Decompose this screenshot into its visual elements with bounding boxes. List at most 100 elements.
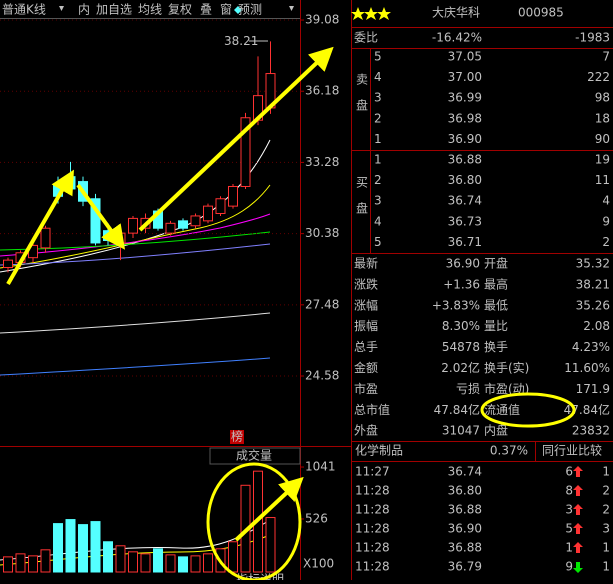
stat-label: 市盈 bbox=[354, 381, 378, 396]
toolbar-item[interactable]: 内 bbox=[78, 3, 90, 17]
y-tick-label: 526 bbox=[305, 511, 328, 525]
y-tick-label: 1041 bbox=[305, 460, 336, 474]
volume-bar bbox=[40, 549, 51, 573]
level: 4 bbox=[374, 214, 382, 228]
trade-price: 36.88 bbox=[448, 503, 482, 517]
price: 36.99 bbox=[448, 91, 482, 105]
stat-label: 量比 bbox=[484, 319, 508, 333]
stat-value: 亏损 bbox=[456, 382, 480, 396]
volume-bar bbox=[28, 555, 38, 573]
stock-code: 000985 bbox=[518, 6, 564, 20]
stat-label: 总手 bbox=[354, 340, 378, 354]
candle-body bbox=[128, 217, 138, 234]
stat-value: 47.84亿 bbox=[564, 402, 610, 417]
candle-body bbox=[240, 117, 251, 187]
y-tick-label: 33.28 bbox=[305, 155, 339, 169]
industry-pct: 0.37% bbox=[490, 444, 528, 458]
trade-count: 1 bbox=[602, 541, 610, 555]
stat-value: 36.90 bbox=[446, 257, 480, 271]
volume-title: 成交量 bbox=[236, 448, 272, 463]
price: 36.73 bbox=[448, 214, 482, 228]
volume-unit: X100 bbox=[303, 557, 334, 571]
volume-bar bbox=[78, 524, 88, 573]
stat-label: 涨跌 bbox=[354, 276, 378, 291]
order-volume: 222 bbox=[587, 70, 610, 84]
trade-price: 36.90 bbox=[448, 522, 482, 536]
stat-value: 171.9 bbox=[576, 382, 610, 396]
stat-value: 11.60% bbox=[564, 361, 610, 375]
trade-price: 36.74 bbox=[448, 465, 482, 479]
trade-count: 3 bbox=[602, 522, 610, 536]
stat-label: 金额 bbox=[354, 360, 378, 375]
candle-body bbox=[203, 205, 213, 222]
toolbar-item[interactable]: 均线 bbox=[138, 3, 162, 17]
order-volume: 7 bbox=[602, 50, 610, 64]
trade-arrow bbox=[573, 466, 583, 477]
stat-value: 8.30% bbox=[442, 319, 480, 333]
volume-bar bbox=[3, 556, 13, 573]
trade-arrow bbox=[573, 504, 583, 515]
stat-value: 23832 bbox=[572, 424, 610, 438]
price: 36.90 bbox=[448, 132, 482, 146]
trade-price: 36.79 bbox=[448, 560, 482, 574]
candle-body bbox=[215, 198, 226, 214]
price: 36.88 bbox=[448, 153, 482, 167]
volume-bar bbox=[203, 553, 213, 573]
order-volume: 98 bbox=[595, 91, 610, 105]
volume-bar bbox=[140, 553, 151, 573]
trade-count: 2 bbox=[602, 503, 610, 517]
volume-bar bbox=[115, 545, 126, 573]
volume-bar bbox=[90, 521, 101, 573]
side-label: 买盘 bbox=[355, 176, 369, 228]
level: 3 bbox=[374, 91, 382, 105]
trade-count: 1 bbox=[602, 560, 610, 574]
level: 1 bbox=[374, 153, 382, 167]
y-tick-label: 36.18 bbox=[305, 84, 339, 98]
toolbar bbox=[0, 0, 300, 18]
toolbar-item[interactable]: 加自选 bbox=[96, 3, 132, 17]
stat-value: +1.36 bbox=[443, 277, 480, 291]
stat-value: 2.02亿 bbox=[441, 360, 480, 375]
toolbar-item[interactable]: 叠 bbox=[200, 3, 212, 17]
toolbar-item[interactable]: 复权 bbox=[168, 3, 192, 17]
trade-count: 2 bbox=[602, 484, 610, 498]
trade-price: 36.88 bbox=[448, 541, 482, 555]
candle-body bbox=[90, 198, 101, 244]
industry-compare[interactable]: 同行业比较 bbox=[542, 443, 602, 458]
trade-volume: 9 bbox=[565, 560, 573, 574]
stat-label: 换手 bbox=[484, 340, 508, 354]
volume-bar bbox=[178, 556, 188, 573]
stat-value: 4.23% bbox=[572, 340, 610, 354]
toolbar-item[interactable]: 窗 bbox=[220, 3, 232, 17]
trade-price: 36.80 bbox=[448, 484, 482, 498]
volume-bar bbox=[165, 554, 176, 573]
candle-body bbox=[165, 222, 176, 234]
trade-arrow bbox=[573, 562, 583, 573]
price: 36.98 bbox=[448, 111, 482, 125]
toolbar-item[interactable]: 普通K线 bbox=[2, 3, 46, 17]
trade-time: 11:28 bbox=[355, 484, 390, 498]
stat-label: 最低 bbox=[484, 298, 508, 312]
badge: 榜 bbox=[231, 429, 243, 444]
toolbar-item[interactable]: 预测 bbox=[238, 3, 262, 17]
y-tick-label: 39.08 bbox=[305, 13, 339, 27]
trade-volume: 6 bbox=[565, 465, 573, 479]
trade-time: 11:28 bbox=[355, 560, 390, 574]
stat-value: 38.21 bbox=[576, 277, 610, 291]
stat-value: 47.84亿 bbox=[434, 402, 480, 417]
side-label: 卖盘 bbox=[355, 73, 369, 125]
level: 2 bbox=[374, 173, 382, 187]
trade-count: 1 bbox=[602, 465, 610, 479]
stat-label: 涨幅 bbox=[354, 297, 378, 312]
star-icon bbox=[364, 7, 378, 20]
volume-bar bbox=[65, 519, 76, 573]
order-volume: 19 bbox=[595, 153, 610, 167]
stat-label: 最高 bbox=[484, 276, 508, 291]
y-tick-label: 24.58 bbox=[305, 369, 339, 383]
y-tick-label: 27.48 bbox=[305, 297, 339, 311]
level: 5 bbox=[374, 50, 382, 64]
stat-value: 31047 bbox=[442, 424, 480, 438]
trade-arrow bbox=[573, 523, 583, 534]
order-volume: 9 bbox=[602, 214, 610, 228]
